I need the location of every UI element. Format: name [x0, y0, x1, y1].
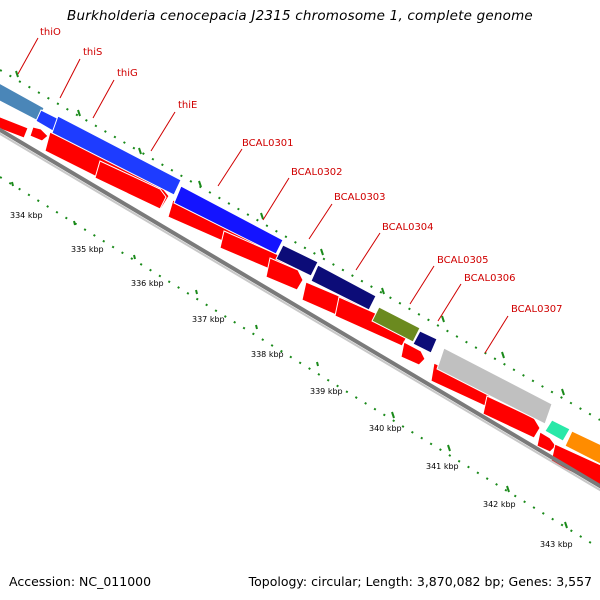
forward-gene-arrow — [29, 126, 49, 142]
tick-label: 343 kbp — [540, 540, 573, 549]
gene-label-BCAL0305: BCAL0305 — [437, 255, 489, 266]
tick-mark — [260, 212, 264, 220]
tick-mark — [447, 444, 451, 452]
gene-label-leader — [484, 315, 509, 354]
forward-gene-arrow — [536, 431, 557, 453]
tick-label: 335 kbp — [71, 245, 104, 254]
gene-label-BCAL0303: BCAL0303 — [334, 192, 386, 203]
tick-mark — [316, 361, 319, 367]
tick-label: 342 kbp — [483, 500, 516, 509]
gene-label-leader — [17, 37, 39, 75]
gene-bar-BCAL0306-0307 — [436, 347, 553, 425]
gene-feature-bars — [0, 82, 600, 465]
tick-mark — [381, 287, 385, 295]
gene-bar-olive-right — [564, 430, 600, 465]
tick-mark — [564, 521, 568, 529]
tick-mark — [506, 485, 510, 493]
tick-mark — [195, 289, 198, 295]
gene-label-BCAL0307: BCAL0307 — [511, 304, 563, 315]
gene-label-leader — [217, 148, 243, 187]
tick-labels: 334 kbp 335 kbp 336 kbp 337 kbp 338 kbp … — [10, 211, 573, 549]
tick-label: 338 kbp — [251, 350, 284, 359]
gene-bar-BCAL0302 — [275, 244, 319, 277]
backbone-light — [0, 132, 600, 492]
genome-summary-text: Topology: circular; Length: 3,870,082 bp… — [248, 574, 592, 589]
gene-label-leader — [262, 177, 290, 221]
forward-gene-arrow — [265, 257, 304, 291]
gene-bar-BCAL0304 — [371, 306, 421, 343]
tick-mark — [320, 248, 324, 256]
gene-bar-BCAL0305 — [412, 330, 438, 354]
gene-bar-BCAL0303 — [310, 264, 377, 311]
tick-label: 340 kbp — [369, 424, 402, 433]
tick-label: 339 kbp — [310, 387, 343, 396]
gene-label-leader — [308, 203, 333, 240]
backbone-line — [0, 127, 600, 492]
gene-label-leader — [409, 265, 435, 305]
tick-mark — [441, 315, 445, 323]
gene-labels: thiO thiS thiG thiE BCAL0301 BCAL0302 BC… — [40, 27, 563, 315]
gene-label-BCAL0301: BCAL0301 — [242, 138, 294, 149]
outer-tick-track — [15, 70, 565, 396]
gene-label-thiG: thiG — [117, 68, 138, 79]
inner-dotted-track — [0, 176, 597, 547]
tick-label: 341 kbp — [426, 462, 459, 471]
tick-mark — [133, 254, 136, 260]
gene-label-BCAL0302: BCAL0302 — [291, 167, 343, 178]
tick-mark — [138, 147, 142, 155]
forward-gene-arrow — [400, 341, 426, 366]
gene-label-leader — [150, 111, 176, 152]
gene-label-leader — [92, 79, 115, 119]
tick-mark — [11, 181, 14, 187]
forward-gene-arrow — [94, 160, 167, 210]
backbone-dark — [0, 127, 600, 489]
tick-mark — [501, 351, 505, 359]
gene-label-BCAL0306: BCAL0306 — [464, 273, 516, 284]
forward-gene-arrow — [0, 116, 29, 139]
inner-tick-track — [11, 181, 568, 529]
gene-label-leader — [437, 283, 462, 322]
gene-label-leader — [59, 58, 81, 99]
gene-bar-BCAL0301 — [173, 185, 284, 255]
gene-bar-unlabeled-left — [0, 82, 45, 122]
tick-mark — [15, 70, 19, 78]
gene-label-BCAL0304: BCAL0304 — [382, 222, 434, 233]
gene-label-thiE: thiE — [178, 100, 197, 111]
accession-text: Accession: NC_011000 — [9, 574, 152, 589]
tick-label: 334 kbp — [10, 211, 43, 220]
gene-label-thiS: thiS — [83, 47, 102, 58]
forward-arrow-track — [0, 116, 600, 487]
gene-bar-thiG-thiE — [51, 115, 182, 196]
gene-label-leader — [355, 232, 381, 271]
tick-mark — [77, 109, 81, 117]
tick-label: 337 kbp — [192, 315, 225, 324]
gene-label-lines — [17, 37, 509, 354]
dotted-tracks — [0, 69, 600, 547]
tick-mark — [255, 324, 258, 330]
tick-mark — [391, 411, 395, 419]
map-title: Burkholderia cenocepacia J2315 chromosom… — [67, 8, 533, 24]
tick-label: 336 kbp — [131, 279, 164, 288]
gene-bar-orange — [544, 419, 571, 442]
gene-label-thiO: thiO — [40, 27, 61, 38]
tick-mark — [561, 388, 565, 396]
